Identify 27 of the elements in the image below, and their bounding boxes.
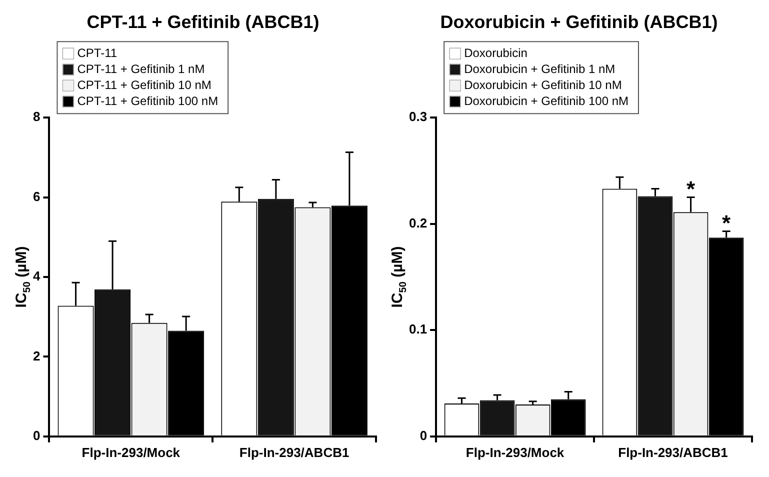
y-tick-label: 0.3 — [408, 109, 428, 124]
y-tick-label: 6 — [32, 188, 40, 204]
x-tick-label: Flp-In-293/ABCB1 — [239, 444, 350, 460]
x-tick-label: Flp-In-293/Mock — [82, 444, 181, 460]
annotation: * — [686, 176, 696, 202]
x-tick-label: Flp-In-293/Mock — [466, 444, 565, 460]
y-tick-label: 4 — [32, 268, 41, 284]
legend-label: Doxorubicin + Gefitinib 1 nM — [464, 62, 616, 76]
y-tick-label: 0.2 — [408, 215, 428, 230]
x-tick-label: Flp-In-293/ABCB1 — [618, 444, 728, 460]
y-axis-title: IC50 (µM) — [13, 246, 33, 308]
legend-label: CPT-11 + Gefitinib 100 nM — [77, 94, 218, 108]
chart-title: CPT-11 + Gefitinib (ABCB1) — [86, 12, 320, 32]
legend-label: Doxorubicin + Gefitinib 10 nM — [464, 78, 622, 92]
legend-label: CPT-11 — [77, 46, 118, 60]
y-axis-title: IC50 (µM) — [389, 246, 409, 308]
y-tick-label: 8 — [32, 109, 40, 124]
legend-label: Doxorubicin + Gefitinib 100 nM — [464, 94, 628, 108]
legend-label: CPT-11 + Gefitinib 10 nM — [77, 78, 212, 92]
y-tick-label: 0 — [420, 428, 428, 443]
legend-label: CPT-11 + Gefitinib 1 nM — [77, 62, 205, 76]
legend-label: Doxorubicin — [464, 46, 528, 60]
chart-title: Doxorubicin + Gefitinib (ABCB1) — [440, 12, 718, 32]
y-tick-label: 0 — [32, 428, 40, 443]
y-tick-label: 0.1 — [408, 322, 428, 337]
y-tick-label: 2 — [32, 348, 40, 364]
annotation: * — [722, 210, 732, 236]
